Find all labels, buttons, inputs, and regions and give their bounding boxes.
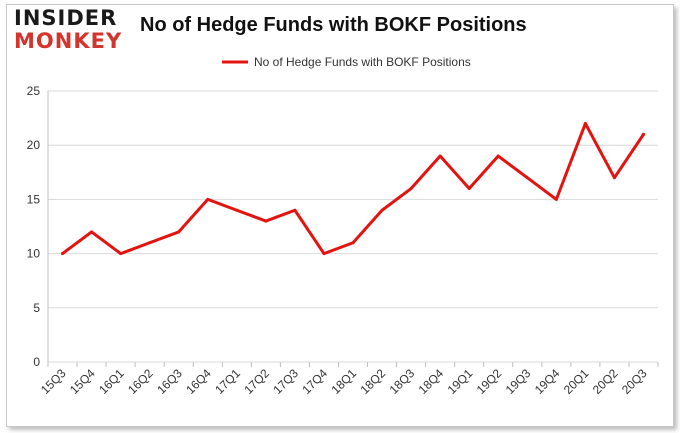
x-tick-label: 16Q3	[154, 366, 185, 397]
y-tick-label: 15	[27, 192, 41, 206]
chart-frame	[6, 4, 674, 427]
x-tick-label: 19Q4	[532, 366, 563, 397]
data-point	[235, 208, 239, 212]
data-point	[351, 241, 355, 245]
x-tick-label: 15Q4	[67, 366, 98, 397]
chart-title: No of Hedge Funds with BOKF Positions	[140, 14, 527, 36]
y-tick-label: 20	[27, 138, 41, 152]
data-point	[409, 187, 413, 191]
x-tick-label: 16Q1	[96, 366, 127, 397]
x-tick-label: 18Q2	[358, 366, 389, 397]
y-tick-label: 0	[33, 355, 40, 369]
x-tick-label: 18Q1	[328, 366, 359, 397]
gridlines	[48, 90, 658, 363]
x-tick-label: 17Q2	[241, 366, 272, 397]
x-tick-label: 19Q3	[503, 366, 534, 397]
data-point	[322, 252, 326, 256]
data-point	[583, 122, 587, 126]
x-tick-label: 16Q4	[183, 366, 214, 397]
data-point	[380, 208, 384, 212]
y-tick-label: 25	[27, 84, 41, 98]
x-tick-label: 17Q4	[299, 366, 330, 397]
y-tick-label: 5	[33, 301, 40, 315]
x-tick-label: 18Q4	[416, 366, 447, 397]
insider-monkey-logo: INSIDER MONKEY	[14, 8, 122, 52]
legend: No of Hedge Funds with BOKF Positions	[222, 55, 471, 69]
legend-label: No of Hedge Funds with BOKF Positions	[254, 55, 471, 69]
data-point	[61, 252, 65, 256]
data-point	[119, 252, 123, 256]
data-point	[206, 197, 210, 201]
data-point	[612, 176, 616, 180]
logo-line-1: INSIDER	[14, 6, 118, 30]
x-tick-label: 20Q2	[590, 366, 621, 397]
x-tick-label: 17Q1	[212, 366, 243, 397]
series-line	[61, 122, 645, 256]
logo-line-2: MONKEY	[14, 29, 123, 53]
data-point	[525, 176, 529, 180]
data-point	[438, 154, 442, 158]
x-tick-label: 18Q3	[387, 366, 418, 397]
series-layer	[61, 122, 645, 256]
x-tick-label: 15Q3	[38, 366, 69, 397]
x-tick-label: 19Q2	[474, 366, 505, 397]
x-tick-label: 16Q2	[125, 366, 156, 397]
data-point	[90, 230, 94, 234]
y-axis: 0 5 10 15 20 25	[27, 84, 49, 369]
data-point	[554, 197, 558, 201]
data-point	[264, 219, 268, 223]
data-point	[293, 208, 297, 212]
data-point	[467, 187, 471, 191]
y-tick-label: 10	[27, 247, 41, 261]
data-point	[148, 241, 152, 245]
data-point	[177, 230, 181, 234]
x-tick-label: 20Q3	[619, 366, 650, 397]
data-point	[641, 132, 645, 136]
x-tick-label: 19Q1	[445, 366, 476, 397]
x-tick-label: 20Q1	[561, 366, 592, 397]
x-axis: 15Q315Q416Q116Q216Q316Q417Q117Q217Q317Q4…	[38, 362, 659, 397]
data-point	[496, 154, 500, 158]
x-tick-label: 17Q3	[270, 366, 301, 397]
